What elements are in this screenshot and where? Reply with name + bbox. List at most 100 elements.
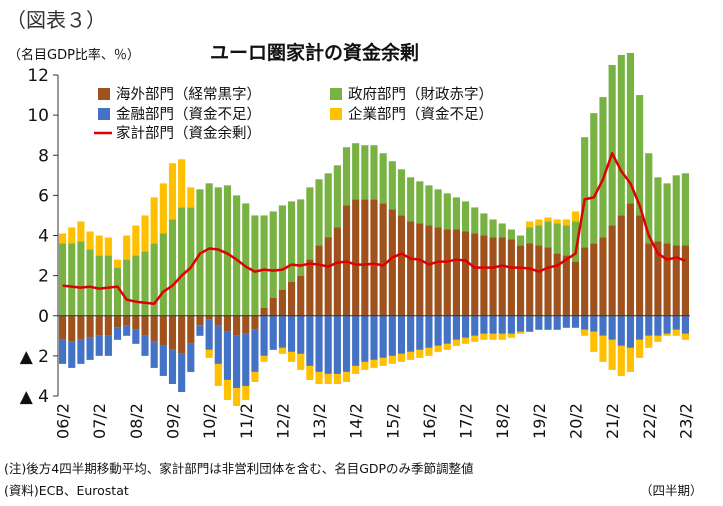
bar-segment-overseas xyxy=(77,315,85,340)
bar-segment-financial xyxy=(425,315,433,348)
x-tick-label: 18/2 xyxy=(493,403,512,439)
bar-segment-overseas xyxy=(59,315,67,340)
bar-segment-government xyxy=(535,225,543,246)
x-tick-label: 20/2 xyxy=(567,403,586,439)
bar-segment-corporate xyxy=(242,385,250,401)
bar-segment-overseas xyxy=(416,223,424,316)
bar-segment-financial xyxy=(452,315,460,340)
bar-segment-corporate xyxy=(361,361,369,370)
bar-segment-government xyxy=(443,193,451,230)
bar-segment-financial xyxy=(407,315,415,352)
bar-segment-government xyxy=(233,195,241,316)
bar-segment-corporate xyxy=(113,259,122,268)
bar-layer xyxy=(59,52,689,407)
bar-segment-financial xyxy=(562,315,570,328)
bar-segment-overseas xyxy=(636,215,644,316)
bar-segment-corporate xyxy=(123,235,131,260)
bar-segment-corporate xyxy=(663,333,671,336)
bar-segment-government xyxy=(434,189,442,228)
bar-segment-financial xyxy=(654,315,662,336)
bar-segment-government xyxy=(599,97,607,238)
bar-segment-corporate xyxy=(617,345,625,376)
bar-segment-government xyxy=(590,113,598,244)
bar-segment-overseas xyxy=(159,315,167,346)
bar-segment-financial xyxy=(434,315,442,346)
bar-segment-corporate xyxy=(498,333,506,340)
bar-segment-overseas xyxy=(425,225,433,316)
bar-segment-overseas xyxy=(581,247,589,316)
bar-segment-government xyxy=(617,54,625,216)
x-tick-label: 08/2 xyxy=(127,403,146,439)
bar-segment-corporate xyxy=(187,187,195,208)
bar-segment-financial xyxy=(278,315,286,348)
bar-segment-financial xyxy=(590,315,598,332)
bar-segment-overseas xyxy=(223,315,232,332)
bar-segment-overseas xyxy=(452,229,460,316)
x-tick-label: 10/2 xyxy=(200,403,219,439)
bar-segment-financial xyxy=(443,315,451,344)
bar-segment-overseas xyxy=(306,259,314,316)
x-tick-label: 13/2 xyxy=(310,403,329,439)
line-layer xyxy=(62,151,686,305)
bar-segment-government xyxy=(150,243,158,316)
bar-segment-government xyxy=(141,251,149,316)
y-tick-label: 4 xyxy=(38,227,49,247)
x-unit-label: （四半期） xyxy=(640,483,703,498)
y-tick-label: 2 xyxy=(38,267,49,287)
bar-segment-financial xyxy=(370,315,378,360)
bar-segment-corporate xyxy=(223,379,232,401)
legend: 海外部門（経常黒字） 政府部門（財政赤字） 金融部門（資金不足） 企業部門（資金不足）… xyxy=(94,86,493,142)
bar-segment-financial xyxy=(581,315,589,330)
bar-segment-overseas xyxy=(562,255,570,316)
bar-segment-financial xyxy=(608,315,616,340)
bar-segment-government xyxy=(178,207,186,316)
bar-segment-overseas xyxy=(333,227,341,316)
bar-segment-financial xyxy=(187,343,195,372)
axes-layer: 12 10 8 6 4 2 0 ▲ 2 ▲ 4 06/2 07/2 08/2 09/2 10/2 11/2 1… xyxy=(20,66,696,439)
bar-segment-overseas xyxy=(553,253,561,316)
bar-segment-corporate xyxy=(407,351,415,360)
bar-segment-financial xyxy=(361,315,369,362)
bar-segment-financial xyxy=(196,325,204,336)
bar-segment-overseas xyxy=(113,315,122,328)
bar-segment-corporate xyxy=(462,337,470,344)
bar-segment-financial xyxy=(663,315,671,334)
bar-segment-corporate xyxy=(205,349,213,358)
bar-segment-corporate xyxy=(214,363,222,386)
bar-segment-overseas xyxy=(388,209,396,316)
bar-segment-financial xyxy=(223,331,232,380)
bar-segment-government xyxy=(516,235,525,246)
bar-segment-corporate xyxy=(77,221,85,242)
bar-segment-overseas xyxy=(407,221,415,316)
bar-segment-corporate xyxy=(581,329,589,336)
bar-segment-government xyxy=(104,255,112,316)
bar-segment-financial xyxy=(233,335,241,388)
bar-segment-financial xyxy=(297,315,305,354)
bar-segment-corporate xyxy=(342,371,351,382)
bar-segment-overseas xyxy=(672,245,680,316)
bar-segment-financial xyxy=(416,315,424,350)
bar-segment-overseas xyxy=(315,245,323,316)
bar-segment-overseas xyxy=(196,315,204,326)
figure-label: （図表３） xyxy=(6,8,106,32)
x-tick-label: 19/2 xyxy=(530,403,549,439)
y-unit-label: （名目GDP比率、％） xyxy=(8,48,140,63)
bar-segment-corporate xyxy=(95,235,103,256)
bar-segment-financial xyxy=(471,315,479,336)
bar-segment-financial xyxy=(507,315,515,334)
bar-segment-financial xyxy=(599,315,607,336)
bar-segment-government xyxy=(425,185,433,226)
bar-segment-overseas xyxy=(599,237,607,316)
bar-segment-overseas xyxy=(471,233,479,316)
bar-segment-overseas xyxy=(489,237,497,316)
bar-segment-corporate xyxy=(516,331,525,334)
bar-segment-overseas xyxy=(269,297,277,316)
bar-segment-corporate xyxy=(297,353,305,370)
bar-segment-corporate xyxy=(590,331,598,352)
bar-segment-overseas xyxy=(141,315,149,336)
bar-segment-financial xyxy=(104,335,112,356)
x-tick-label: 22/2 xyxy=(640,403,659,439)
bar-segment-financial xyxy=(159,345,167,376)
bar-segment-overseas xyxy=(480,235,488,316)
bar-segment-corporate xyxy=(553,219,561,224)
